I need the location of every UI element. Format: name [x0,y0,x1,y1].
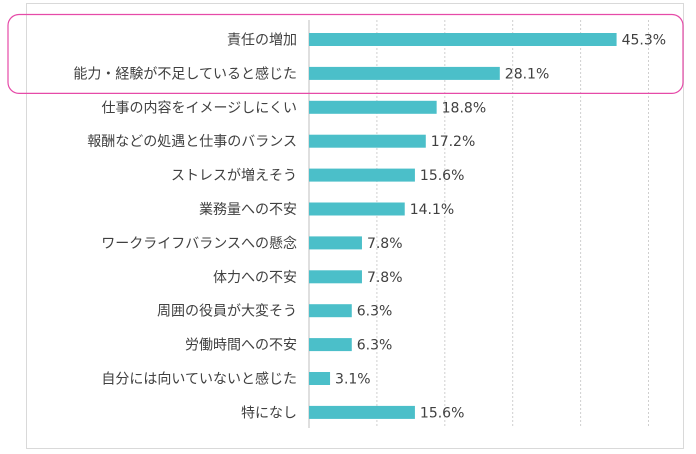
bar [309,236,362,250]
category-label: 特になし [241,405,297,421]
bar [309,100,437,114]
value-label: 18.8% [442,100,486,116]
bar [309,304,352,318]
category-label: 労働時間への不安 [185,338,297,354]
chart-frame [26,3,684,449]
bar [309,134,426,148]
category-label: 能力・経験が不足していると感じた [73,65,297,82]
bar [309,270,362,284]
bar [309,338,352,352]
category-label: 自分には向いていないと感じた [101,371,297,388]
bar [309,66,500,80]
category-label: 責任の増加 [227,33,297,49]
highlight-box [7,13,684,95]
bar [309,405,415,419]
value-label: 15.6% [420,168,464,184]
value-label: 17.2% [431,134,475,150]
bar [309,372,331,385]
category-label: 周囲の役員が大変そう [157,303,297,320]
category-label: 仕事の内容をイメージしにくい [102,99,297,116]
value-label: 14.1% [410,202,454,218]
category-label: ストレスが増えそう [171,168,297,184]
category-label: 体力への不安 [213,270,297,286]
value-label: 7.8% [367,270,403,286]
bar [309,168,415,182]
value-label: 28.1% [505,66,549,82]
category-label: ワークライフバランスへの懸念 [101,235,297,252]
value-label: 3.1% [335,372,371,388]
value-label: 15.6% [420,405,464,421]
category-label: 業務量への不安 [199,202,297,218]
value-label: 7.8% [367,236,403,252]
category-label: 報酬などの処遇と仕事のバランス [87,134,297,150]
bar [309,33,617,46]
bar [309,202,405,216]
value-label: 45.3% [622,33,666,49]
value-label: 6.3% [357,338,393,354]
value-label: 6.3% [357,304,393,320]
